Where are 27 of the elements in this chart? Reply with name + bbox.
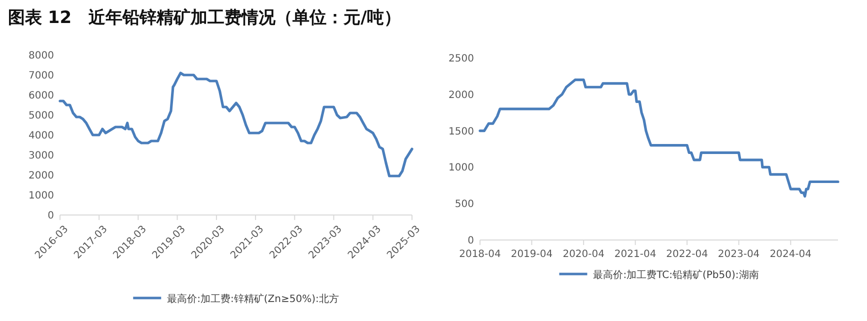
y-tick-label: 2000 — [448, 90, 474, 101]
y-tick-label: 2000 — [28, 170, 54, 182]
x-tick-label: 2021-04 — [614, 249, 656, 260]
legend-label: 最高价:加工费:锌精矿(Zn≥50%):北方 — [167, 293, 339, 305]
x-tick-label: 2019-04 — [510, 249, 553, 260]
legend-label: 最高价:加工费TC:铅精矿(Pb50):湖南 — [593, 269, 759, 281]
line-series — [58, 72, 414, 178]
y-tick-label: 2500 — [448, 54, 474, 64]
x-tick-label: 2022-04 — [666, 249, 708, 260]
y-tick-label: 7000 — [28, 70, 54, 82]
y-tick-label: 3000 — [28, 150, 54, 162]
y-tick-label: 1500 — [448, 126, 474, 138]
y-tick-label: 8000 — [28, 50, 54, 62]
y-tick-label: 0 — [48, 210, 54, 222]
y-tick-label: 1000 — [448, 162, 474, 174]
x-tick-label: 2023-04 — [718, 249, 760, 260]
y-tick-label: 6000 — [28, 90, 54, 102]
x-tick-label: 2020-04 — [562, 249, 604, 260]
x-tick-label: 2018-04 — [459, 249, 501, 260]
chart-title: 图表 12 近年铅锌精矿加工费情况（单位：元/吨） — [8, 7, 401, 29]
y-tick-label: 500 — [454, 199, 474, 210]
line-series — [478, 78, 840, 198]
y-tick-label: 4000 — [28, 130, 54, 142]
y-tick-label: 5000 — [28, 110, 54, 122]
y-tick-label: 0 — [468, 236, 474, 246]
x-tick-label: 2024-04 — [770, 249, 812, 260]
y-tick-label: 1000 — [28, 190, 54, 202]
